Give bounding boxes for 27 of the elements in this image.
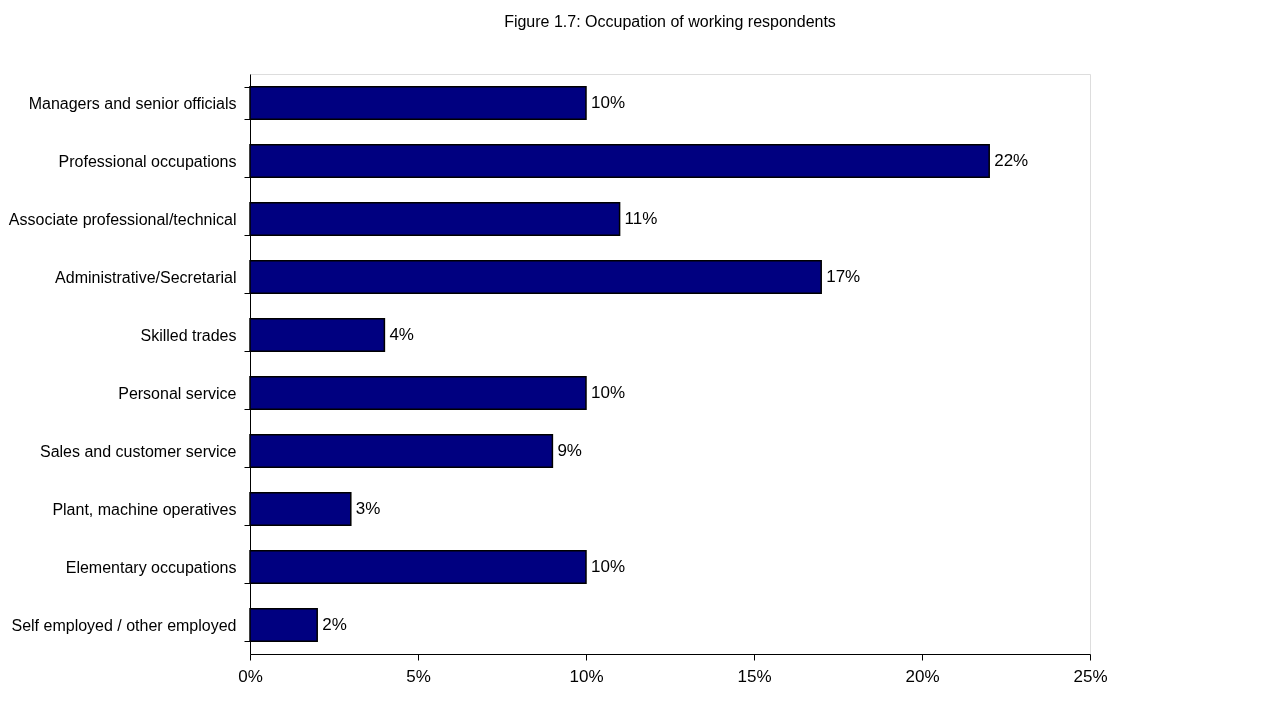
data-label: 2%: [322, 615, 347, 634]
data-label: 3%: [355, 499, 381, 518]
data-label: 9%: [557, 441, 582, 460]
x-tick-label: 0%: [238, 666, 263, 686]
data-label: 10%: [591, 93, 626, 112]
data-label: 11%: [624, 209, 658, 228]
chart-title: Figure 1.7: Occupation of working respondents: [504, 13, 836, 30]
x-tick-label: 5%: [406, 666, 431, 686]
y-tick-label: Professional occupations: [58, 152, 237, 170]
y-tick-label: Administrative/Secretarial: [55, 268, 237, 286]
y-tick-label: Personal service: [118, 384, 237, 402]
x-tick-label: 25%: [1073, 666, 1108, 686]
x-tick-label: 20%: [905, 666, 940, 686]
data-label: 22%: [994, 151, 1029, 170]
y-tick-label: Skilled trades: [140, 326, 237, 344]
y-tick-label: Elementary occupations: [65, 558, 237, 576]
y-tick-label: Plant, machine operatives: [52, 500, 237, 518]
y-tick-label: Managers and senior officials: [28, 94, 237, 112]
y-tick-label: Sales and customer service: [39, 442, 237, 460]
y-tick-label: Associate professional/technical: [8, 210, 237, 228]
y-tick-label: Self employed / other employed: [11, 616, 237, 634]
data-label: 4%: [389, 325, 414, 344]
data-label: 17%: [826, 267, 861, 286]
x-tick-label: 15%: [737, 666, 772, 686]
data-label: 10%: [591, 557, 626, 576]
data-label: 10%: [591, 383, 626, 402]
x-tick-label: 10%: [569, 666, 604, 686]
